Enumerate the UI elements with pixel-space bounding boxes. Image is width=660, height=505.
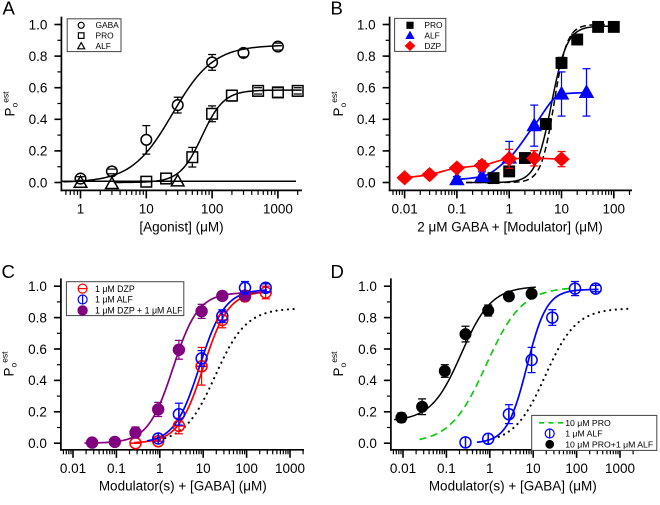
svg-text:0.01: 0.01 [391,202,417,217]
svg-text:1: 1 [156,461,164,476]
svg-text:0.4: 0.4 [357,112,376,127]
svg-text:0.8: 0.8 [29,49,48,64]
svg-text:0.6: 0.6 [357,81,376,96]
svg-text:0.2: 0.2 [358,405,377,420]
svg-text:1 μM ALF: 1 μM ALF [95,295,133,305]
svg-text:1 μM ALF: 1 μM ALF [565,429,602,439]
svg-text:0.6: 0.6 [358,342,377,357]
svg-text:Modulator(s) + [GABA] (μM): Modulator(s) + [GABA] (μM) [429,479,597,494]
svg-text:0.8: 0.8 [28,310,47,325]
svg-text:0.8: 0.8 [358,310,377,325]
svg-text:100: 100 [603,202,626,217]
svg-text:0.2: 0.2 [357,144,376,159]
svg-text:ALF: ALF [424,31,439,41]
svg-text:100: 100 [235,461,258,476]
svg-text:100: 100 [201,202,224,217]
svg-text:10 μM PRO+1 μM ALF: 10 μM PRO+1 μM ALF [565,440,653,450]
svg-text:D: D [331,261,344,282]
svg-text:PRO: PRO [96,31,115,41]
svg-text:1.0: 1.0 [29,17,48,32]
svg-text:0.0: 0.0 [28,436,47,451]
svg-text:0.0: 0.0 [358,436,377,451]
svg-text:DZP: DZP [424,41,441,51]
svg-text:1: 1 [486,461,494,476]
svg-text:1 μM DZP + 1 μM ALF: 1 μM DZP + 1 μM ALF [95,306,183,316]
svg-text:1000: 1000 [275,461,305,476]
svg-text:1.0: 1.0 [28,279,47,294]
svg-text:0.8: 0.8 [357,49,376,64]
svg-text:0.1: 0.1 [437,461,456,476]
svg-text:PRO: PRO [424,20,443,30]
svg-text:0.2: 0.2 [29,144,48,159]
svg-text:10: 10 [196,461,211,476]
svg-text:1: 1 [77,202,85,217]
svg-text:10: 10 [554,202,569,217]
svg-text:Poest: Poest [329,351,348,377]
svg-text:0.01: 0.01 [390,461,416,476]
svg-text:2 μM GABA + [Modulator] (μM): 2 μM GABA + [Modulator] (μM) [417,220,603,235]
svg-text:10 μM PRO: 10 μM PRO [565,418,611,428]
svg-text:GABA: GABA [96,20,120,30]
svg-text:0.0: 0.0 [357,175,376,190]
svg-text:0.6: 0.6 [28,342,47,357]
svg-text:Poest: Poest [1,91,20,117]
svg-text:0.4: 0.4 [29,112,48,127]
svg-text:0.1: 0.1 [107,461,126,476]
svg-text:1000: 1000 [605,461,635,476]
svg-text:1: 1 [505,202,513,217]
svg-text:A: A [3,0,16,19]
svg-text:1.0: 1.0 [358,279,377,294]
svg-text:Poest: Poest [329,91,348,117]
svg-text:10: 10 [526,461,541,476]
svg-text:0.4: 0.4 [28,373,47,388]
svg-text:ALF: ALF [96,41,111,51]
svg-text:0.6: 0.6 [29,81,48,96]
svg-text:10: 10 [139,202,154,217]
svg-text:B: B [331,0,343,19]
svg-text:100: 100 [565,461,588,476]
svg-text:0.2: 0.2 [28,405,47,420]
svg-text:0.1: 0.1 [448,202,467,217]
svg-text:0.0: 0.0 [29,175,48,190]
svg-text:Modulator(s) + [GABA] (μM): Modulator(s) + [GABA] (μM) [99,479,267,494]
svg-text:0.01: 0.01 [60,461,86,476]
svg-text:1.0: 1.0 [357,17,376,32]
svg-text:1000: 1000 [263,202,293,217]
svg-text:0.4: 0.4 [358,373,377,388]
svg-text:C: C [2,261,15,282]
svg-text:[Agonist] (μM): [Agonist] (μM) [139,220,223,235]
svg-text:Poest: Poest [0,351,19,377]
svg-text:1 μM DZP: 1 μM DZP [95,284,135,294]
